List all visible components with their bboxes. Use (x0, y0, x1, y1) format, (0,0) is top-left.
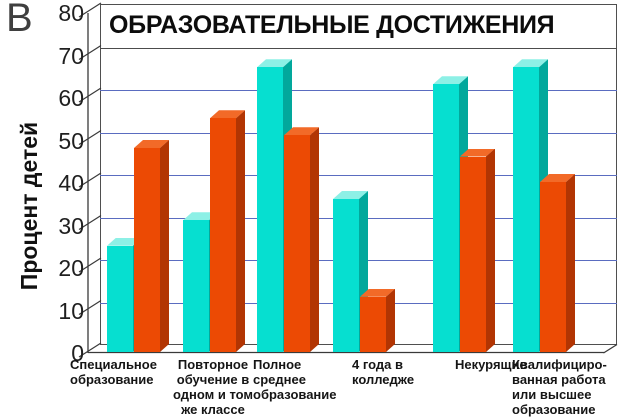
y-tick-label-10: 10 (58, 297, 84, 324)
bar-series_2-group4 (360, 296, 386, 352)
y-tick-label-50: 50 (58, 127, 84, 154)
y-tick-label-20: 20 (58, 255, 84, 281)
bar-series_1-group3 (257, 67, 283, 352)
bar-series_1-group4 (333, 199, 359, 352)
y-tick-label-40: 40 (58, 170, 84, 196)
bar-series_2-group1 (134, 148, 160, 352)
bar-series_2-group5 (460, 156, 486, 352)
bar-series_1-group6 (513, 67, 539, 352)
bar-series_1-group5 (433, 84, 459, 352)
x-category-label-1: Специальное образование (70, 357, 157, 387)
y-tick-label-0: 0 (71, 340, 84, 366)
y-tick-mark-60 (78, 87, 102, 103)
chart-title: ОБРАЗОВАТЕЛЬНЫЕ ДОСТИЖЕНИЯ (109, 11, 555, 39)
y-tick-mark-10 (78, 299, 102, 316)
y-tick-mark-80 (78, 2, 102, 18)
y-tick-label-70: 70 (58, 42, 84, 69)
y-tick-label-80: 80 (58, 0, 84, 26)
y-tick-label-30: 30 (58, 212, 84, 239)
y-tick-mark-50 (78, 129, 102, 146)
y-tick-mark-0 (78, 342, 102, 358)
gridline-50 (100, 132, 617, 134)
x-category-label-2: Повторное обучение в одном и том же клас… (172, 357, 254, 417)
y-tick-mark-20 (78, 257, 102, 273)
y-tick-label-60: 60 (58, 85, 84, 111)
x-category-label-6: Квалифициро- ванная работа или высшее об… (512, 357, 607, 417)
bar-series_1-group1 (107, 245, 133, 352)
y-tick-mark-30 (78, 214, 102, 231)
gridline-40 (100, 175, 617, 176)
x-category-label-4: 4 года в колледже (352, 357, 415, 387)
bar-series_1-group2 (183, 220, 209, 352)
panel-letter-label: В (6, 0, 33, 40)
floor-right-edge (603, 343, 618, 354)
x-category-label-5: Некурящие (455, 357, 527, 372)
bar-series_2-group6 (540, 182, 566, 352)
y-tick-mark-70 (78, 44, 102, 61)
y-tick-mark-40 (78, 172, 102, 188)
gridline-60 (100, 90, 617, 91)
gridline-70 (100, 47, 617, 49)
bar-series_2-group2 (210, 118, 236, 352)
x-category-label-3: Полное среднее образование (253, 357, 337, 402)
y-axis-title: Процент детей (16, 121, 42, 291)
bar-series_2-group3 (284, 135, 310, 352)
